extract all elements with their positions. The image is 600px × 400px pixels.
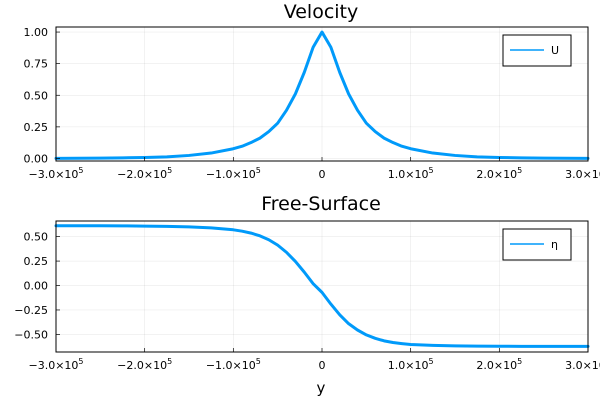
velocity-y-tick-label: 0.00 <box>24 152 49 165</box>
free-surface-y-tick-label: 0.25 <box>24 255 49 268</box>
free-surface-x-tick-label: 2.0×105 <box>476 357 522 372</box>
free-surface-title: Free-Surface <box>261 193 381 215</box>
velocity-x-tick-label: 0 <box>319 168 326 181</box>
free-surface-x-tick-label: −2.0×105 <box>117 357 172 372</box>
velocity-x-tick-label: −3.0×105 <box>28 166 83 181</box>
free-surface-x-ticks: −3.0×105 −2.0×105 −1.0×105 0 1.0×105 2.0×105 3… <box>28 348 600 372</box>
free-surface-x-tick-label: 3.0×105 <box>565 357 600 372</box>
velocity-x-ticks: −3.0×105 −2.0×105 −1.0×105 0 1.0×105 2.0×105 3… <box>28 157 600 181</box>
free-surface-legend-label: η <box>551 238 558 251</box>
free-surface-panel: Free-Surface −3.0×105 −2.0×105 −1.0×105 0 1.… <box>14 193 600 397</box>
velocity-panel: Velocity −3.0×105 −2.0×105 −1.0×105 0 1.0×10… <box>24 1 600 181</box>
free-surface-y-tick-label: 0.00 <box>24 280 49 293</box>
velocity-y-tick-label: 1.00 <box>24 26 49 39</box>
velocity-x-tick-label: −2.0×105 <box>117 166 172 181</box>
velocity-x-tick-label: −1.0×105 <box>206 166 261 181</box>
velocity-grid <box>55 27 589 161</box>
free-surface-x-tick-label: 0 <box>319 359 326 372</box>
free-surface-series-layer <box>54 224 590 348</box>
free-surface-x-tick-label: −1.0×105 <box>206 357 261 372</box>
velocity-y-ticks: 0.00 0.25 0.50 0.75 1.00 <box>24 26 60 165</box>
velocity-y-tick-label: 0.50 <box>24 89 49 102</box>
free-surface-y-ticks: −0.50 −0.25 0.00 0.25 0.50 <box>14 231 60 341</box>
free-surface-x-tick-label: 1.0×105 <box>388 357 434 372</box>
velocity-x-tick-label: 2.0×105 <box>476 166 522 181</box>
free-surface-x-tick-label: −3.0×105 <box>28 357 83 372</box>
free-surface-y-tick-label: −0.25 <box>14 304 48 317</box>
velocity-legend: U <box>502 34 572 67</box>
free-surface-y-tick-label: −0.50 <box>14 328 48 341</box>
free-surface-series-line <box>54 224 590 348</box>
velocity-x-tick-label: 1.0×105 <box>388 166 434 181</box>
velocity-y-tick-label: 0.75 <box>24 58 49 71</box>
velocity-x-tick-label: 3.0×105 <box>565 166 600 181</box>
free-surface-y-tick-label: 0.50 <box>24 231 49 244</box>
x-axis-label: y <box>317 379 326 397</box>
velocity-title: Velocity <box>284 1 359 23</box>
velocity-series-line <box>54 30 590 160</box>
velocity-legend-label: U <box>551 44 559 57</box>
velocity-series-layer <box>54 30 590 160</box>
velocity-y-tick-label: 0.25 <box>24 121 49 134</box>
free-surface-legend: η <box>502 228 572 261</box>
